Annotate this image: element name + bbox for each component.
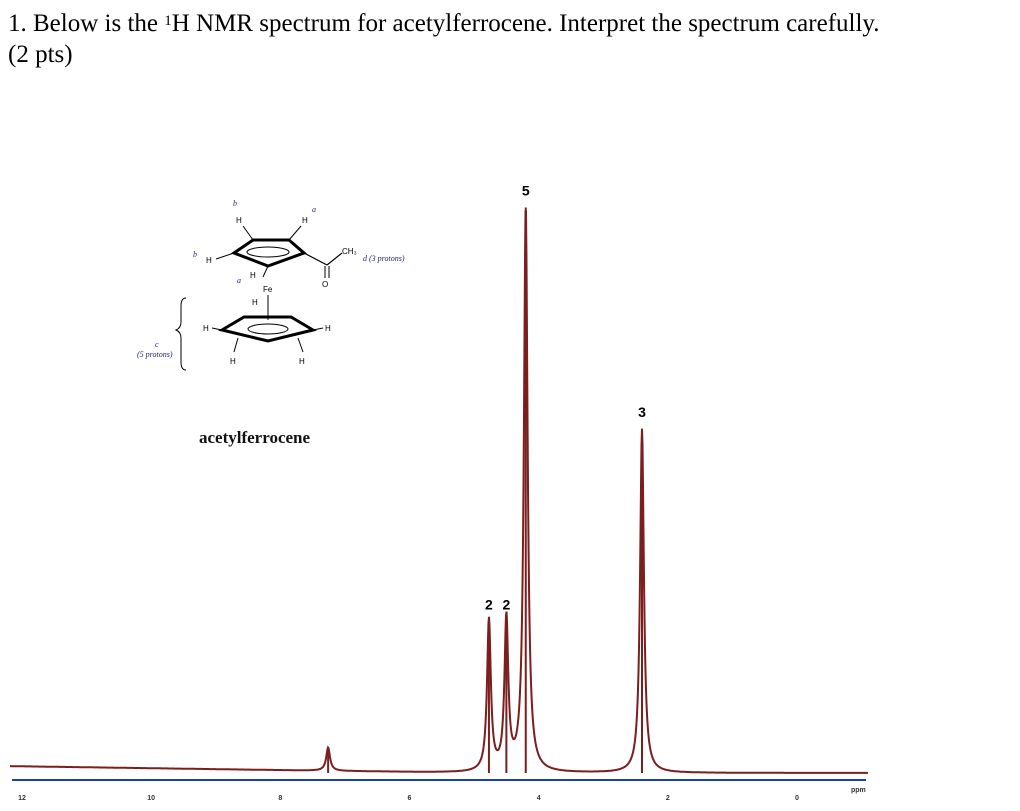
compound-name: acetylferrocene <box>199 428 311 447</box>
spectrum-trace <box>10 210 868 774</box>
peak-integration-label: 2 <box>485 596 493 612</box>
iron-atom-label: Fe <box>263 285 273 294</box>
peak-lines <box>327 207 643 773</box>
x-tick-label: 6 <box>408 795 412 802</box>
x-tick-label: 0 <box>795 795 799 802</box>
x-tick-label: 4 <box>537 795 541 802</box>
h-atom-label: H <box>252 298 258 307</box>
proton-b-label: b <box>193 250 197 259</box>
h-atom-label: H <box>236 216 242 225</box>
lower-ring-aromatic-circle <box>247 323 289 335</box>
question-rest: H NMR spectrum for acetylferrocene. Inte… <box>171 10 880 37</box>
h-atom-label: H <box>325 324 331 333</box>
h-atom-label: H <box>230 357 236 366</box>
proton-d-label: d (3 protons) <box>363 254 405 263</box>
question-line-1: 1. Below is the 1H NMR spectrum for acet… <box>8 8 1013 39</box>
x-axis-ticks: 12 10 8 6 4 2 0 <box>18 795 799 802</box>
question-prefix: 1. Below is the <box>8 10 165 37</box>
ch3-label: CH₃ <box>342 247 357 256</box>
proton-c-label: c <box>155 340 159 349</box>
proton-b-label: b <box>233 199 237 208</box>
cp-ring-brace <box>174 297 187 371</box>
x-axis-unit: ppm <box>851 787 866 794</box>
peak-integration-label: 2 <box>502 596 510 612</box>
acetylferrocene-structure: H H H H CH₃ O Fe H H H H H b a b a d (3 … <box>137 199 405 447</box>
h-atom-label: H <box>302 216 308 225</box>
h-atom-label: H <box>299 357 305 366</box>
lower-cp-ring <box>218 315 317 343</box>
proton-c-count-label: (5 protons) <box>137 350 173 359</box>
x-tick-label: 12 <box>18 795 26 802</box>
h-atom-label: H <box>203 324 209 333</box>
isotope-superscript: 1 <box>164 13 172 29</box>
x-tick-label: 10 <box>147 795 155 802</box>
question-text: 1. Below is the 1H NMR spectrum for acet… <box>8 8 1013 70</box>
h-atom-label: H <box>250 271 256 280</box>
x-tick-label: 2 <box>666 795 670 802</box>
upper-cp-ring <box>230 238 307 268</box>
x-tick-label: 8 <box>278 795 282 802</box>
h-atom-label: H <box>206 256 212 265</box>
peak-integration-label: 3 <box>638 404 646 420</box>
peak-integration-labels: 2 2 5 3 <box>485 182 646 612</box>
peak-integration-label: 5 <box>522 182 530 198</box>
question-points: (2 pts) <box>8 41 73 68</box>
proton-a-label: a <box>237 276 241 285</box>
upper-ring-aromatic-circle <box>246 246 290 258</box>
proton-a-label: a <box>312 205 316 214</box>
oxygen-atom-label: O <box>322 280 328 289</box>
